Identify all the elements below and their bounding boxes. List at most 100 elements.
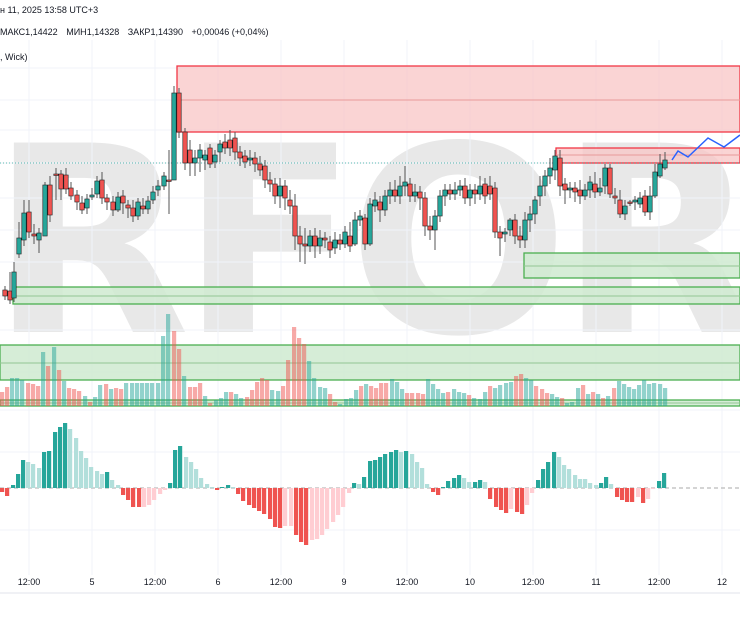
oscillator-bar (410, 454, 415, 488)
candle-bullish (387, 189, 393, 197)
oscillator-bar (137, 488, 142, 507)
candle-bearish (187, 149, 193, 164)
volume-bar (52, 347, 57, 406)
volume-bar (203, 396, 208, 406)
volume-bar (208, 403, 213, 406)
volume-bar (150, 383, 155, 406)
oscillator-bar (609, 484, 614, 488)
candle-bullish (397, 185, 403, 197)
oscillator-bar (147, 488, 152, 505)
oscillator-bar (415, 462, 420, 488)
x-axis-label: 10 (465, 577, 475, 587)
x-axis-label: 9 (341, 577, 346, 587)
candle-bullish (247, 157, 253, 161)
candle-bearish (497, 231, 503, 239)
oscillator-bar (241, 488, 246, 501)
candle-bullish (467, 189, 473, 199)
volume-bar (349, 398, 354, 406)
candle-bullish (382, 195, 388, 211)
volume-bar (457, 392, 462, 406)
candle-bullish (307, 235, 313, 247)
volume-bar (581, 385, 586, 406)
candle-bearish (627, 201, 633, 204)
oscillator-bar (252, 488, 257, 508)
oscillator-bar (236, 488, 241, 494)
candle-bullish (477, 185, 483, 195)
volume-bar (307, 361, 312, 406)
volume-bar (140, 383, 145, 406)
candle-bullish (402, 181, 408, 187)
oscillator-bar (121, 488, 126, 495)
oscillator-bar (299, 488, 304, 542)
x-axis-label: 12:00 (18, 577, 41, 587)
candle-bullish (89, 194, 95, 198)
candle-bearish (31, 233, 37, 237)
volume-bar (302, 344, 307, 406)
candle-bearish (292, 205, 298, 237)
volume-bar (519, 374, 524, 406)
oscillator-bar (294, 488, 299, 535)
candle-bullish (197, 149, 203, 159)
candle-bearish (207, 147, 213, 165)
candle-bearish (267, 179, 273, 185)
volume-bar (364, 384, 369, 406)
volume-bar (426, 379, 431, 406)
volume-bar (297, 338, 302, 406)
oscillator-bar (541, 469, 546, 488)
candle-bearish (272, 183, 278, 197)
candle-bearish (68, 187, 74, 197)
ohlc-high: МАКС1,14422 (0, 27, 58, 37)
volume-bar (104, 384, 109, 406)
candle-bearish (125, 204, 131, 209)
candle-bearish (302, 243, 308, 247)
oscillator-bar (53, 432, 58, 488)
volume-bar (514, 376, 519, 406)
oscillator-bar (651, 488, 656, 489)
oscillator-bar (89, 467, 94, 488)
candle-bearish (2, 289, 8, 297)
candle-bearish (79, 202, 85, 211)
candle-bearish (74, 194, 80, 203)
oscillator-bar (58, 427, 63, 488)
volume-bar (0, 392, 5, 406)
x-axis-label: 11 (591, 577, 600, 587)
volume-bar (276, 391, 281, 406)
candle-bearish (562, 183, 568, 191)
candle-bearish (472, 189, 478, 195)
volume-bar (647, 384, 652, 406)
oscillator-bar (336, 488, 341, 515)
oscillator-bar (615, 488, 620, 497)
volume-bar (570, 402, 575, 406)
candle-bullish (171, 92, 177, 181)
oscillator-bar (173, 450, 178, 488)
oscillator-bar (331, 488, 336, 522)
volume-bar (20, 380, 25, 406)
volume-bar (591, 392, 596, 406)
volume-bar (374, 388, 379, 406)
oscillator-bar (357, 484, 362, 488)
oscillator-bar (520, 488, 525, 514)
oscillator-bar (42, 452, 47, 488)
volume-bar (67, 388, 72, 406)
oscillator-bar (142, 488, 147, 507)
oscillator-bar (152, 488, 157, 500)
oscillator-bar (194, 469, 199, 488)
candle-bullish (602, 167, 608, 187)
candle-bearish (53, 173, 59, 176)
candle-bullish (597, 187, 603, 193)
candle-bearish (282, 185, 288, 199)
volume-bar (119, 389, 124, 406)
volume-bar (576, 388, 581, 406)
volume-bar (384, 383, 389, 406)
volume-bar (652, 383, 657, 406)
volume-bar (260, 378, 265, 406)
oscillator-bar (594, 485, 599, 488)
candle-bullish (135, 201, 141, 217)
volume-bar (416, 393, 421, 406)
candle-bearish (362, 217, 368, 245)
volume-bar (109, 389, 114, 406)
volume-bar (354, 390, 359, 406)
candle-bullish (115, 196, 121, 211)
volume-bar (312, 378, 317, 406)
